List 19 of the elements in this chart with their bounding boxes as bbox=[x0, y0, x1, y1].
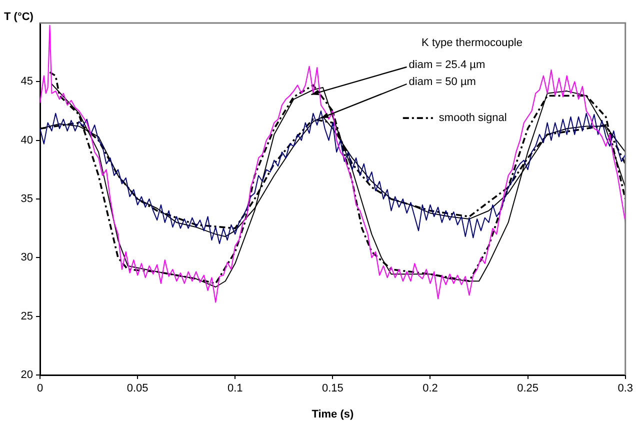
x-tick-label: 0.25 bbox=[517, 382, 539, 395]
annotation: diam = 25.4 µm bbox=[408, 59, 486, 72]
y-tick-label: 35 bbox=[20, 193, 33, 206]
annotation: diam = 50 µm bbox=[408, 76, 476, 88]
x-tick-label: 0 bbox=[36, 382, 44, 395]
y-tick-label: 45 bbox=[20, 76, 33, 88]
y-tick-label: 40 bbox=[20, 134, 33, 146]
x-tick-label: 0.05 bbox=[126, 382, 148, 395]
y-tick-label: 20 bbox=[20, 369, 33, 382]
x-tick-label: 0.3 bbox=[618, 382, 634, 395]
legend-label: smooth signal bbox=[438, 112, 507, 124]
x-tick-label: 0.15 bbox=[322, 382, 344, 395]
y-axis-title: T (°C) bbox=[4, 11, 34, 24]
y-tick-label: 30 bbox=[20, 252, 33, 264]
y-tick-label: 25 bbox=[20, 310, 33, 322]
x-tick-label: 0.2 bbox=[422, 382, 438, 395]
x-tick-label: 0.1 bbox=[227, 382, 243, 395]
x-axis-title: Time (s) bbox=[312, 408, 354, 420]
annotation: K type thermocouple bbox=[422, 37, 522, 50]
